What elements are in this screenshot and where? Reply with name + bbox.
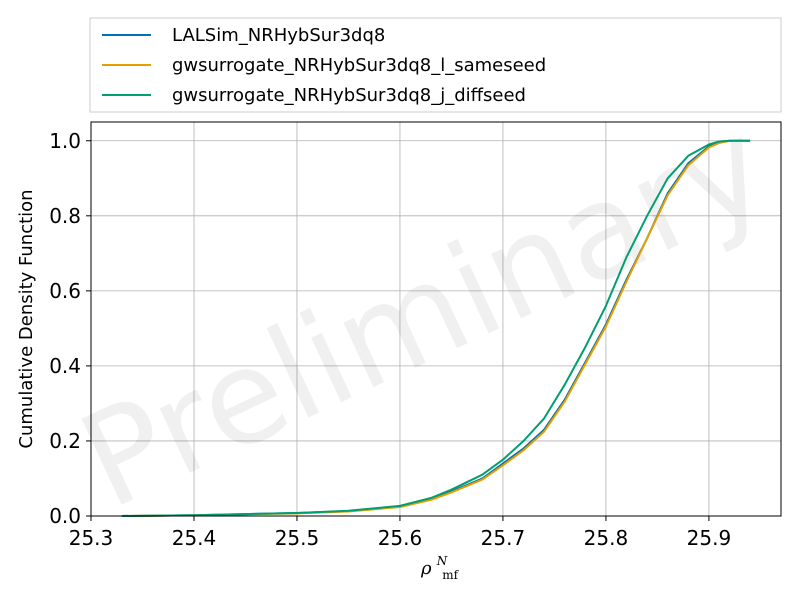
y-tick-label: 0.8 <box>49 204 81 228</box>
x-axis-label-superscript: N <box>436 554 448 568</box>
x-tick-label: 25.5 <box>275 526 320 550</box>
y-tick-label: 0.4 <box>49 354 81 378</box>
series-layer <box>121 139 751 517</box>
y-axis: 0.0 0.2 0.4 0.6 0.8 1.0 <box>49 129 91 528</box>
axes-frame <box>90 121 782 517</box>
x-tick-label: 25.9 <box>687 526 732 550</box>
x-axis-label: ρ N mf <box>420 550 460 582</box>
y-tick-label: 1.0 <box>49 129 81 153</box>
x-tick-label: 25.8 <box>584 526 629 550</box>
series-line-3 <box>121 139 751 517</box>
y-tick-label: 0.2 <box>49 429 81 453</box>
x-tick-label: 25.7 <box>481 526 526 550</box>
legend-label-2: gwsurrogate_NRHybSur3dq8_l_sameseed <box>172 55 546 76</box>
x-tick-label: 25.3 <box>69 526 114 550</box>
legend: LALSim_NRHybSur3dq8 gwsurrogate_NRHybSur3… <box>89 17 782 113</box>
plot-area <box>91 122 781 516</box>
y-tick-label: 0.6 <box>49 279 81 303</box>
x-tick-label: 25.4 <box>172 526 217 550</box>
x-axis-label-rho: ρ <box>420 558 432 579</box>
y-tick-label: 0.0 <box>49 504 81 528</box>
legend-frame <box>89 17 782 113</box>
legend-label-1: LALSim_NRHybSur3dq8 <box>172 25 385 46</box>
x-axis: 25.3 25.4 25.5 25.6 25.7 25.8 25.9 <box>69 516 731 550</box>
legend-label-3: gwsurrogate_NRHybSur3dq8_j_diffseed <box>172 85 526 106</box>
x-tick-label: 25.6 <box>378 526 423 550</box>
y-axis-label: Cumulative Density Function <box>16 189 37 448</box>
x-axis-label-subscript: mf <box>442 568 459 582</box>
